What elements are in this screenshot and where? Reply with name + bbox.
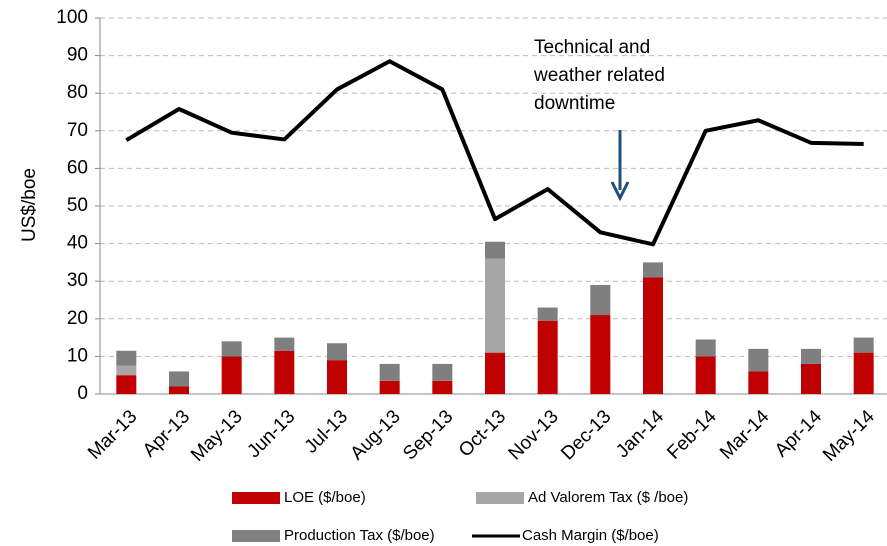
annotation: Technical and	[534, 37, 650, 58]
bar-segment	[537, 307, 558, 321]
bar-segment	[485, 352, 505, 394]
bar-segment	[221, 341, 242, 357]
x-tick-label: Feb-14	[663, 406, 721, 464]
x-tick-label: Aug-13	[347, 406, 405, 464]
bar-segment	[485, 241, 505, 259]
line	[125, 59, 864, 247]
bar-segment	[853, 352, 874, 394]
bar-segment	[221, 356, 242, 394]
y-tick-label: 0	[77, 383, 88, 404]
bar-segment	[327, 360, 347, 394]
bar-segment	[116, 375, 137, 394]
bar-segment	[853, 337, 874, 353]
bar-segment	[748, 371, 769, 394]
x-tick-label: Jul-13	[301, 406, 352, 457]
bar-segment	[169, 371, 189, 387]
bar-segment	[801, 348, 821, 364]
bar-segment	[379, 363, 400, 381]
bar-segment	[379, 380, 400, 394]
annotation: weather related	[533, 65, 665, 86]
y-tick-label: 50	[67, 195, 88, 216]
x-tick-label: Dec-13	[557, 406, 615, 464]
bar-segment	[432, 363, 453, 381]
bar-segment	[695, 339, 716, 357]
x-tick-label: May-14	[819, 406, 879, 466]
legend-swatch	[232, 530, 280, 542]
bar-segment	[432, 380, 453, 394]
y-tick-label: 40	[67, 233, 88, 254]
bar-segment	[643, 262, 663, 278]
y-axis-label: US$/boe	[19, 168, 40, 242]
x-tick-label: Apr-14	[771, 406, 826, 461]
x-tick-label: Jun-13	[243, 406, 299, 462]
bar-segment	[327, 343, 347, 361]
x-tick-label: Jan-14	[612, 406, 668, 462]
annotation-arrow-head	[610, 181, 630, 202]
legend-swatch	[476, 492, 524, 504]
legend-label: Production Tax ($/boe)	[284, 527, 435, 544]
bar-segment	[537, 320, 558, 394]
x-tick-label: Mar-14	[716, 406, 774, 464]
bar-segment	[748, 348, 769, 372]
bar-segment	[590, 284, 611, 316]
legend-swatch	[232, 492, 280, 504]
bar-segment	[485, 258, 505, 353]
x-tick-label: Mar-13	[84, 406, 141, 463]
bar-segment	[695, 356, 716, 394]
bar-segment	[116, 350, 137, 366]
y-tick-label: 100	[56, 7, 88, 28]
legend-label: Ad Valorem Tax ($ /boe)	[528, 489, 688, 506]
annotation: downtime	[534, 93, 615, 114]
bar-segment	[274, 337, 295, 351]
x-tick-label: Sep-13	[399, 406, 457, 464]
y-tick-label: 70	[67, 120, 88, 141]
bar-segment	[643, 277, 663, 394]
x-tick-label: Apr-13	[139, 406, 194, 461]
y-tick-label: 90	[67, 45, 88, 66]
x-tick-label: Oct-13	[455, 406, 510, 461]
bar-segment	[801, 363, 821, 394]
y-tick-label: 10	[67, 345, 88, 366]
bar-segment	[116, 365, 137, 376]
y-tick-label: 20	[67, 308, 88, 329]
x-tick-label: Nov-13	[505, 406, 563, 464]
bar-segment	[590, 315, 611, 394]
y-tick-label: 60	[67, 157, 88, 178]
y-tick-label: 80	[67, 82, 88, 103]
legend-label: LOE ($/boe)	[284, 489, 366, 506]
bar-segment	[169, 386, 189, 394]
x-tick-label: May-13	[187, 406, 247, 466]
legend-label: Cash Margin ($/boe)	[522, 527, 659, 544]
y-tick-label: 30	[67, 270, 88, 291]
bar-segment	[274, 350, 295, 394]
